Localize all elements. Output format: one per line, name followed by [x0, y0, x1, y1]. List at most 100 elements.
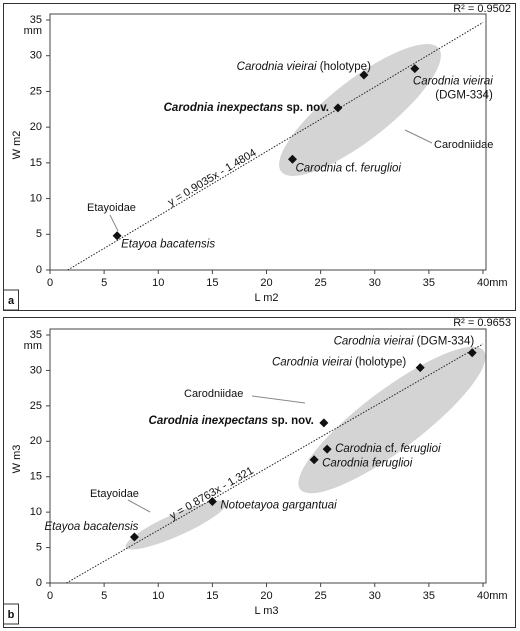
- point: [112, 231, 122, 241]
- y-tick-label: 0: [36, 264, 42, 276]
- y-axis-title: W m2: [11, 131, 23, 160]
- point-label: Carodnia feruglioi: [322, 458, 413, 470]
- panel-letter: a: [8, 295, 15, 307]
- x-tick-label: 20: [260, 590, 272, 602]
- point-label: Carodnia vieirai (DGM-334): [334, 336, 475, 348]
- y-tick-label: 5: [36, 228, 42, 240]
- label-part: sp. nov.: [283, 102, 329, 114]
- y-unit: mm: [24, 340, 42, 352]
- label-part: Carodnia inexpectans: [149, 415, 269, 427]
- y-tick-label: 25: [30, 85, 42, 97]
- x-tick-label: 0: [47, 277, 53, 289]
- point: [129, 532, 139, 542]
- point-label: Carodnia vieirai (holotype): [237, 61, 371, 73]
- x-axis-title: L m3: [254, 605, 278, 617]
- y-tick-label: 15: [30, 471, 42, 483]
- label-part: feruglioi: [361, 162, 402, 174]
- label-part: (holotype): [352, 357, 407, 369]
- label-part: Etayoa bacatensis: [121, 239, 215, 251]
- y-tick-label: 25: [30, 400, 42, 412]
- y-tick-label: 20: [30, 435, 42, 447]
- x-axis-title: L m2: [254, 292, 278, 304]
- trendline: [67, 22, 484, 271]
- x-tick-label: 0: [47, 590, 53, 602]
- point-label: Carodnia inexpectans sp. nov.: [164, 102, 329, 114]
- group-leader: [109, 214, 119, 232]
- label-part: cf.: [342, 162, 361, 174]
- label-part: (DGM-334): [435, 90, 493, 102]
- point: [415, 363, 425, 373]
- label-part: Carodnia: [295, 162, 342, 174]
- point: [319, 418, 329, 428]
- x-tick-label: 5: [101, 590, 107, 602]
- x-tick-label: 10: [152, 590, 164, 602]
- x-tick-label: 25: [315, 590, 327, 602]
- point-label: Etayoa bacatensis: [44, 521, 138, 533]
- y-tick-label: 30: [30, 50, 42, 62]
- point: [359, 70, 369, 80]
- x-tick-label: 40mm: [477, 277, 508, 289]
- label-part: Notoetayoa gargantuai: [220, 500, 337, 512]
- y-tick-label: 10: [30, 192, 42, 204]
- y-tick-label: 5: [36, 541, 42, 553]
- x-tick-label: 15: [206, 590, 218, 602]
- panel-letter-box: [3, 603, 19, 625]
- x-tick-label: 15: [206, 277, 218, 289]
- panel-frame: [3, 3, 516, 311]
- label-part: (DGM-334): [413, 336, 474, 348]
- group-label: Etayoidae: [90, 488, 139, 500]
- label-part: Carodnia feruglioi: [322, 458, 413, 470]
- label-part: Carodnia vieirai: [413, 76, 493, 88]
- label-part: Etayoa bacatensis: [44, 521, 138, 533]
- label-part: Carodnia vieirai: [334, 336, 414, 348]
- group-leader: [251, 395, 306, 404]
- point: [467, 348, 477, 358]
- trendline-equation: y = 0.9035x - 1.4804: [166, 147, 259, 209]
- group-label: Carodniidae: [184, 388, 243, 400]
- plot-frame: [49, 328, 487, 584]
- plot-frame: [49, 13, 487, 271]
- group-ellipse: [298, 346, 486, 494]
- group-leader: [404, 129, 433, 144]
- x-tick-label: 35: [423, 590, 435, 602]
- y-tick-label: 30: [30, 364, 42, 376]
- group-leader: [127, 499, 151, 513]
- x-tick-label: 20: [260, 277, 272, 289]
- point: [287, 154, 297, 164]
- label-part: feruglioi: [400, 443, 441, 455]
- label-part: Carodnia inexpectans: [164, 102, 284, 114]
- label-part: (holotype): [317, 61, 372, 73]
- y-tick-label: 10: [30, 506, 42, 518]
- y-axis-title: W m3: [11, 445, 23, 474]
- point-label: Carodnia inexpectans sp. nov.: [149, 415, 314, 427]
- point-label: Notoetayoa gargantuai: [220, 500, 337, 512]
- point-label: Carodnia cf. feruglioi: [335, 443, 441, 455]
- x-tick-label: 30: [369, 277, 381, 289]
- point-label: Carodnia vieirai (holotype): [272, 357, 406, 369]
- y-tick-label: 0: [36, 577, 42, 589]
- point: [207, 497, 217, 507]
- y-tick-label: 15: [30, 157, 42, 169]
- point: [410, 64, 420, 74]
- y-tick-label: 20: [30, 121, 42, 133]
- point-label: Carodnia cf. feruglioi: [295, 162, 401, 174]
- x-tick-label: 35: [423, 277, 435, 289]
- r-squared: R² = 0.9502: [453, 3, 511, 15]
- trendline: [66, 343, 484, 584]
- label-part: cf.: [382, 443, 401, 455]
- x-tick-label: 40mm: [477, 590, 508, 602]
- label-part: sp. nov.: [268, 415, 314, 427]
- point: [322, 444, 332, 454]
- group-ellipse: [279, 44, 441, 176]
- x-tick-label: 5: [101, 277, 107, 289]
- label-part: Carodnia vieirai: [237, 61, 317, 73]
- point: [333, 103, 343, 113]
- x-tick-label: 30: [369, 590, 381, 602]
- x-tick-label: 25: [315, 277, 327, 289]
- point-label: Etayoa bacatensis: [121, 239, 215, 251]
- panel-frame: [3, 317, 516, 628]
- group-label: Etayoidae: [87, 202, 136, 214]
- label-part: Carodnia: [335, 443, 382, 455]
- point-label: Carodnia vieirai (DGM-334): [413, 76, 493, 102]
